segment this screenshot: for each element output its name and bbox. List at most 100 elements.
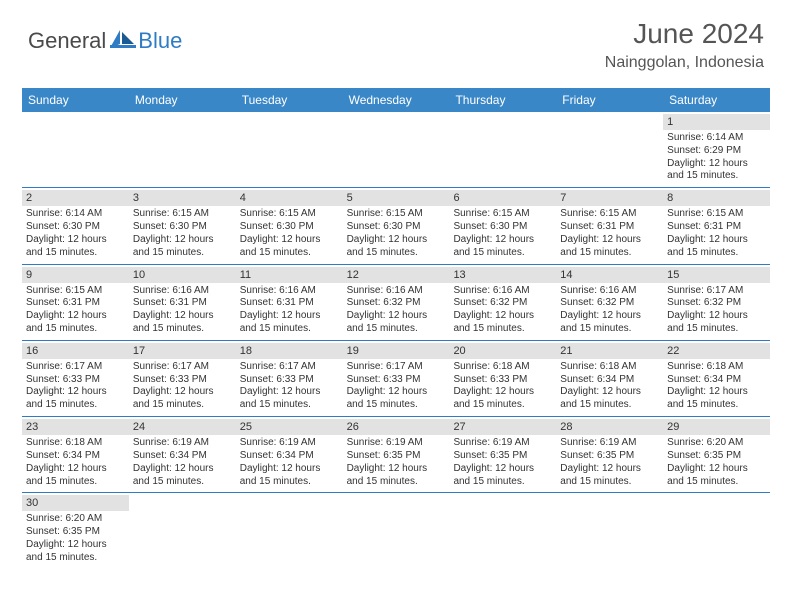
- day-cell-30: 30Sunrise: 6:20 AMSunset: 6:35 PMDayligh…: [22, 493, 129, 568]
- daylight-line: Daylight: 12 hours and 15 minutes.: [240, 463, 339, 489]
- day-cell-6: 6Sunrise: 6:15 AMSunset: 6:30 PMDaylight…: [449, 188, 556, 263]
- sunrise-line: Sunrise: 6:19 AM: [133, 437, 232, 450]
- week-row: 23Sunrise: 6:18 AMSunset: 6:34 PMDayligh…: [22, 417, 770, 493]
- day-number: 2: [22, 190, 129, 206]
- daylight-line: Daylight: 12 hours and 15 minutes.: [667, 463, 766, 489]
- sunrise-line: Sunrise: 6:15 AM: [560, 208, 659, 221]
- day-number: 7: [556, 190, 663, 206]
- day-number: 5: [343, 190, 450, 206]
- day-cell-1: 1Sunrise: 6:14 AMSunset: 6:29 PMDaylight…: [663, 112, 770, 187]
- sunset-line: Sunset: 6:31 PM: [560, 221, 659, 234]
- day-number: 30: [22, 495, 129, 511]
- day-header-thursday: Thursday: [449, 88, 556, 112]
- sunrise-line: Sunrise: 6:16 AM: [560, 285, 659, 298]
- sunrise-line: Sunrise: 6:17 AM: [133, 361, 232, 374]
- empty-cell: [343, 493, 450, 568]
- day-cell-26: 26Sunrise: 6:19 AMSunset: 6:35 PMDayligh…: [343, 417, 450, 492]
- sunrise-line: Sunrise: 6:16 AM: [347, 285, 446, 298]
- daylight-line: Daylight: 12 hours and 15 minutes.: [133, 310, 232, 336]
- brand-logo: General Blue: [28, 18, 182, 54]
- sunset-line: Sunset: 6:30 PM: [133, 221, 232, 234]
- day-cell-25: 25Sunrise: 6:19 AMSunset: 6:34 PMDayligh…: [236, 417, 343, 492]
- daylight-line: Daylight: 12 hours and 15 minutes.: [560, 386, 659, 412]
- day-number: 6: [449, 190, 556, 206]
- empty-cell: [343, 112, 450, 187]
- sunset-line: Sunset: 6:34 PM: [133, 450, 232, 463]
- empty-cell: [22, 112, 129, 187]
- daylight-line: Daylight: 12 hours and 15 minutes.: [347, 234, 446, 260]
- sunrise-line: Sunrise: 6:16 AM: [453, 285, 552, 298]
- week-row: 30Sunrise: 6:20 AMSunset: 6:35 PMDayligh…: [22, 493, 770, 568]
- empty-cell: [449, 493, 556, 568]
- day-number: 21: [556, 343, 663, 359]
- sunrise-line: Sunrise: 6:18 AM: [453, 361, 552, 374]
- day-cell-20: 20Sunrise: 6:18 AMSunset: 6:33 PMDayligh…: [449, 341, 556, 416]
- day-cell-9: 9Sunrise: 6:15 AMSunset: 6:31 PMDaylight…: [22, 265, 129, 340]
- daylight-line: Daylight: 12 hours and 15 minutes.: [133, 234, 232, 260]
- daylight-line: Daylight: 12 hours and 15 minutes.: [667, 310, 766, 336]
- sunset-line: Sunset: 6:32 PM: [347, 297, 446, 310]
- day-number: 13: [449, 267, 556, 283]
- day-number: 3: [129, 190, 236, 206]
- daylight-line: Daylight: 12 hours and 15 minutes.: [26, 539, 125, 565]
- title-block: June 2024 Nainggolan, Indonesia: [605, 18, 764, 72]
- day-cell-5: 5Sunrise: 6:15 AMSunset: 6:30 PMDaylight…: [343, 188, 450, 263]
- daylight-line: Daylight: 12 hours and 15 minutes.: [667, 234, 766, 260]
- empty-cell: [236, 493, 343, 568]
- sunrise-line: Sunrise: 6:15 AM: [667, 208, 766, 221]
- daylight-line: Daylight: 12 hours and 15 minutes.: [347, 386, 446, 412]
- location-label: Nainggolan, Indonesia: [605, 54, 764, 72]
- day-cell-28: 28Sunrise: 6:19 AMSunset: 6:35 PMDayligh…: [556, 417, 663, 492]
- sunset-line: Sunset: 6:35 PM: [560, 450, 659, 463]
- logo-text-blue: Blue: [138, 28, 182, 54]
- day-header-monday: Monday: [129, 88, 236, 112]
- sunrise-line: Sunrise: 6:15 AM: [240, 208, 339, 221]
- sunrise-line: Sunrise: 6:19 AM: [240, 437, 339, 450]
- sunset-line: Sunset: 6:31 PM: [667, 221, 766, 234]
- day-cell-7: 7Sunrise: 6:15 AMSunset: 6:31 PMDaylight…: [556, 188, 663, 263]
- day-number: 8: [663, 190, 770, 206]
- sunset-line: Sunset: 6:30 PM: [453, 221, 552, 234]
- day-cell-14: 14Sunrise: 6:16 AMSunset: 6:32 PMDayligh…: [556, 265, 663, 340]
- daylight-line: Daylight: 12 hours and 15 minutes.: [453, 234, 552, 260]
- sunset-line: Sunset: 6:31 PM: [240, 297, 339, 310]
- sunrise-line: Sunrise: 6:20 AM: [667, 437, 766, 450]
- empty-cell: [236, 112, 343, 187]
- day-number: 4: [236, 190, 343, 206]
- daylight-line: Daylight: 12 hours and 15 minutes.: [26, 463, 125, 489]
- daylight-line: Daylight: 12 hours and 15 minutes.: [560, 310, 659, 336]
- daylight-line: Daylight: 12 hours and 15 minutes.: [347, 463, 446, 489]
- day-number: 23: [22, 419, 129, 435]
- day-cell-19: 19Sunrise: 6:17 AMSunset: 6:33 PMDayligh…: [343, 341, 450, 416]
- sunset-line: Sunset: 6:34 PM: [667, 374, 766, 387]
- empty-cell: [129, 112, 236, 187]
- logo-text-general: General: [28, 28, 106, 54]
- daylight-line: Daylight: 12 hours and 15 minutes.: [26, 386, 125, 412]
- day-cell-29: 29Sunrise: 6:20 AMSunset: 6:35 PMDayligh…: [663, 417, 770, 492]
- daylight-line: Daylight: 12 hours and 15 minutes.: [133, 386, 232, 412]
- day-header-wednesday: Wednesday: [343, 88, 450, 112]
- day-cell-24: 24 Sunrise: 6:19 AMSunset: 6:34 PMDayligh…: [129, 417, 236, 492]
- day-number: 17: [129, 343, 236, 359]
- day-cell-23: 23Sunrise: 6:18 AMSunset: 6:34 PMDayligh…: [22, 417, 129, 492]
- day-number: 11: [236, 267, 343, 283]
- sunset-line: Sunset: 6:33 PM: [347, 374, 446, 387]
- sunset-line: Sunset: 6:32 PM: [667, 297, 766, 310]
- sunset-line: Sunset: 6:33 PM: [26, 374, 125, 387]
- day-number: 24: [129, 419, 236, 435]
- calendar-grid: SundayMondayTuesdayWednesdayThursdayFrid…: [22, 88, 770, 569]
- sunrise-line: Sunrise: 6:19 AM: [560, 437, 659, 450]
- day-number: 10: [129, 267, 236, 283]
- empty-cell: [663, 493, 770, 568]
- day-number: 18: [236, 343, 343, 359]
- daylight-line: Daylight: 12 hours and 15 minutes.: [133, 463, 232, 489]
- week-row: 1Sunrise: 6:14 AMSunset: 6:29 PMDaylight…: [22, 112, 770, 188]
- sunrise-line: Sunrise: 6:15 AM: [26, 285, 125, 298]
- sunset-line: Sunset: 6:33 PM: [453, 374, 552, 387]
- daylight-line: Daylight: 12 hours and 15 minutes.: [240, 234, 339, 260]
- sunset-line: Sunset: 6:30 PM: [26, 221, 125, 234]
- day-header-saturday: Saturday: [663, 88, 770, 112]
- day-number: 19: [343, 343, 450, 359]
- day-cell-2: 2Sunrise: 6:14 AMSunset: 6:30 PMDaylight…: [22, 188, 129, 263]
- sunrise-line: Sunrise: 6:15 AM: [133, 208, 232, 221]
